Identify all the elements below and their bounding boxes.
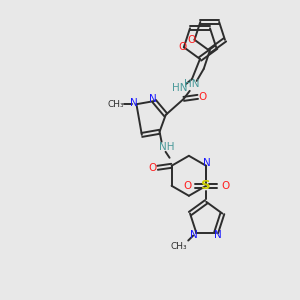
Text: N: N [149,94,157,104]
Text: O: O [199,92,207,102]
Text: O: O [188,35,196,45]
Text: O: O [183,181,191,191]
Text: S: S [201,179,211,192]
Text: CH₃: CH₃ [171,242,188,251]
Text: CH₃: CH₃ [107,100,124,109]
Text: NH: NH [159,142,174,152]
Text: O: O [221,181,229,191]
Text: N: N [130,98,137,108]
Text: O: O [148,163,157,173]
Text: N: N [214,230,222,239]
Text: O: O [179,42,187,52]
Text: N: N [190,230,198,239]
Text: N: N [203,158,211,168]
Text: HN: HN [184,79,200,89]
Text: HN: HN [172,83,188,93]
